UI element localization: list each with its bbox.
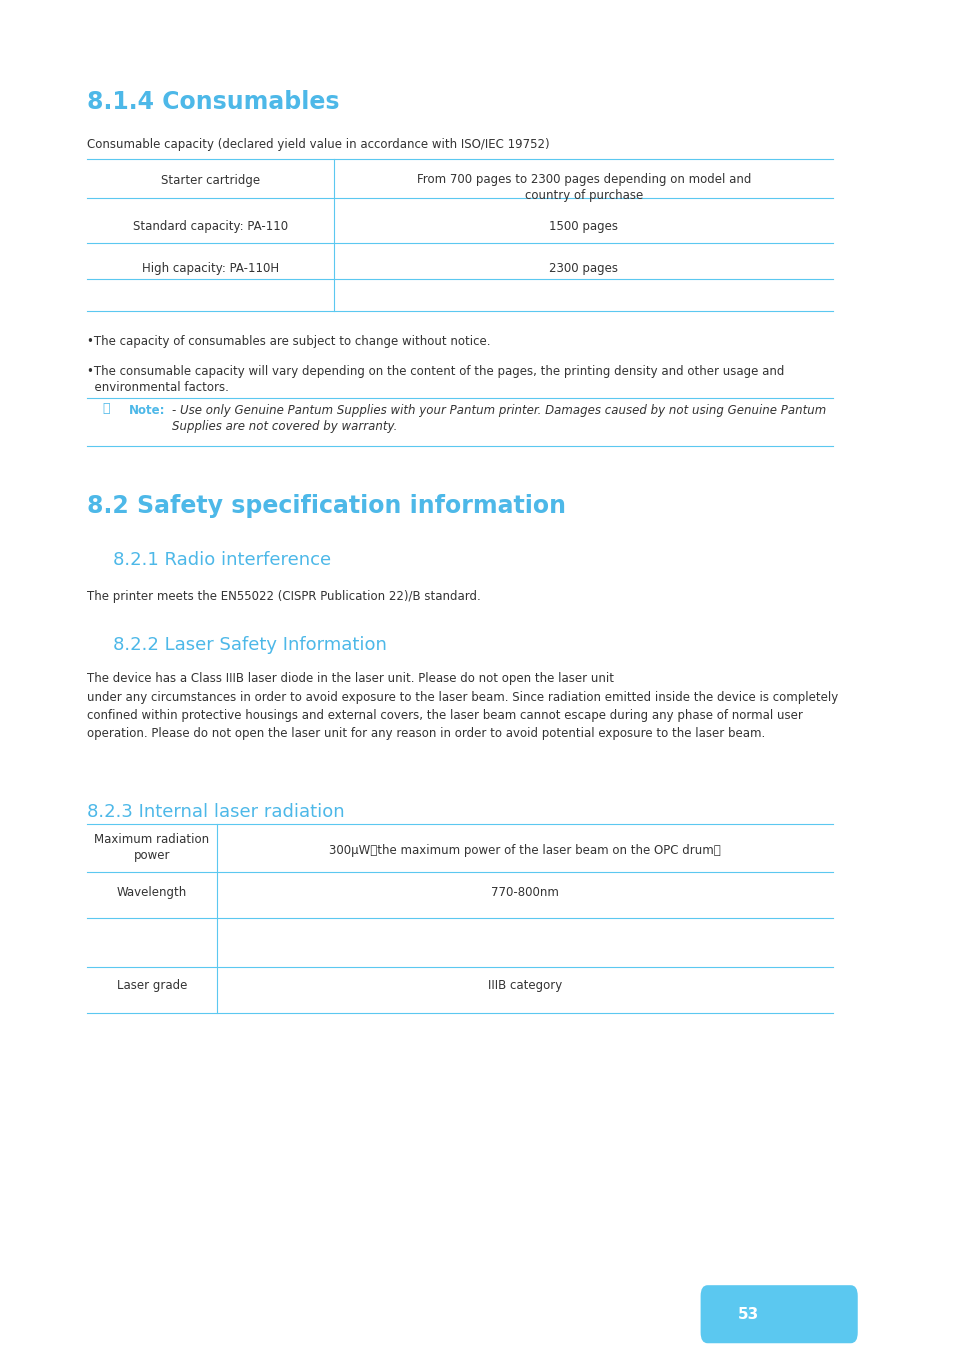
FancyBboxPatch shape <box>700 1285 857 1343</box>
Text: •The capacity of consumables are subject to change without notice.: •The capacity of consumables are subject… <box>87 335 490 348</box>
Text: Maximum radiation: Maximum radiation <box>94 833 210 846</box>
Text: 770-800nm: 770-800nm <box>491 886 558 899</box>
Text: 1500 pages: 1500 pages <box>549 220 618 234</box>
Text: 8.2.1 Radio interference: 8.2.1 Radio interference <box>112 551 331 568</box>
Text: •The consumable capacity will vary depending on the content of the pages, the pr: •The consumable capacity will vary depen… <box>87 364 783 378</box>
Text: 8.1.4 Consumables: 8.1.4 Consumables <box>87 90 339 115</box>
Text: power: power <box>133 849 170 863</box>
Text: environmental factors.: environmental factors. <box>87 381 229 394</box>
Text: IIIB category: IIIB category <box>488 979 561 992</box>
Text: 🗎: 🗎 <box>102 402 110 416</box>
Text: Laser grade: Laser grade <box>116 979 187 992</box>
Text: 2300 pages: 2300 pages <box>549 262 618 275</box>
Text: under any circumstances in order to avoid exposure to the laser beam. Since radi: under any circumstances in order to avoi… <box>87 691 837 703</box>
Text: Starter cartridge: Starter cartridge <box>161 174 260 188</box>
Text: 8.2.3 Internal laser radiation: 8.2.3 Internal laser radiation <box>87 803 344 821</box>
Text: Standard capacity: PA-110: Standard capacity: PA-110 <box>132 220 288 234</box>
Text: Note:: Note: <box>129 404 165 417</box>
Text: confined within protective housings and external covers, the laser beam cannot e: confined within protective housings and … <box>87 709 801 722</box>
Text: From 700 pages to 2300 pages depending on model and: From 700 pages to 2300 pages depending o… <box>416 173 750 186</box>
Text: country of purchase: country of purchase <box>524 189 642 202</box>
Text: 53: 53 <box>737 1307 759 1322</box>
Text: The printer meets the EN55022 (CISPR Publication 22)/B standard.: The printer meets the EN55022 (CISPR Pub… <box>87 590 480 603</box>
Text: Consumable capacity (declared yield value in accordance with ISO/IEC 19752): Consumable capacity (declared yield valu… <box>87 138 549 151</box>
Text: High capacity: PA-110H: High capacity: PA-110H <box>142 262 279 275</box>
Text: - Use only Genuine Pantum Supplies with your Pantum printer. Damages caused by n: - Use only Genuine Pantum Supplies with … <box>172 404 825 417</box>
Text: Wavelength: Wavelength <box>116 886 187 899</box>
Text: 8.2.2 Laser Safety Information: 8.2.2 Laser Safety Information <box>112 636 386 653</box>
Text: Supplies are not covered by warranty.: Supplies are not covered by warranty. <box>172 420 396 433</box>
Text: operation. Please do not open the laser unit for any reason in order to avoid po: operation. Please do not open the laser … <box>87 726 764 740</box>
Text: 8.2 Safety specification information: 8.2 Safety specification information <box>87 494 565 518</box>
Text: The device has a Class IIIB laser diode in the laser unit. Please do not open th: The device has a Class IIIB laser diode … <box>87 672 613 686</box>
Text: 300μW（the maximum power of the laser beam on the OPC drum）: 300μW（the maximum power of the laser bea… <box>329 844 720 857</box>
